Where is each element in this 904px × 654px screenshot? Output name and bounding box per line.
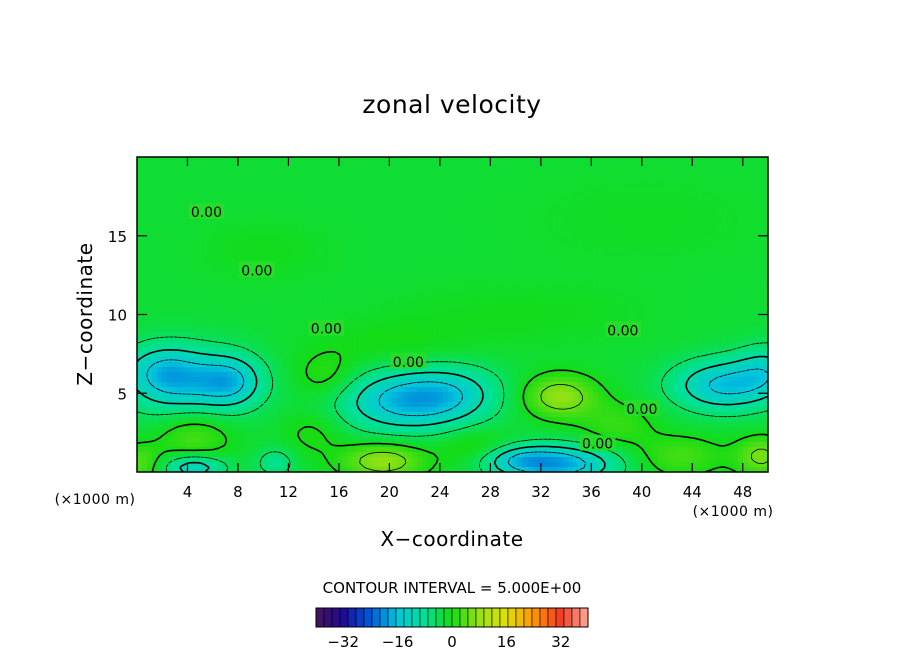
colorbar-segment xyxy=(579,607,589,628)
contour-label-text: 0.00 xyxy=(582,437,613,453)
chart-title: zonal velocity xyxy=(362,90,541,119)
colorbar-segment xyxy=(355,607,365,628)
x-tick-label: 24 xyxy=(430,483,449,501)
contour-label: 0.00 xyxy=(188,203,225,221)
contour-label: 0.00 xyxy=(390,352,427,371)
colorbar-segment xyxy=(371,607,381,628)
colorbar-tick-label: 16 xyxy=(497,633,516,651)
colorbar-segment xyxy=(451,607,461,628)
contour-label-text: 0.00 xyxy=(241,263,272,279)
colorbar-segment xyxy=(531,607,541,628)
colorbar-segment xyxy=(491,607,501,628)
colorbar-segment xyxy=(347,607,357,628)
colorbar-segment xyxy=(427,607,437,628)
colorbar-ticks: −32 −16 0 16 32 xyxy=(327,633,570,651)
y-tick-label: 15 xyxy=(108,228,127,246)
colorbar-segment xyxy=(571,607,581,628)
x-tick-label: 32 xyxy=(531,483,550,501)
colorbar-segment xyxy=(331,607,341,628)
contour-level xyxy=(146,359,768,472)
y-axis-ticks: 5 10 15 xyxy=(108,228,768,403)
x-tick-label: 4 xyxy=(183,483,193,501)
y-axis-label: Z−coordinate xyxy=(73,242,97,385)
x-tick-label: 12 xyxy=(279,483,298,501)
colorbar-segment xyxy=(323,607,333,628)
contour-labels: 0.00 0.00 0.00 0.00 0.00 0.00 0.00 xyxy=(188,203,660,453)
contour-label: 0.00 xyxy=(604,321,641,339)
colorbar-tick-label: −16 xyxy=(382,633,414,651)
x-tick-label: 20 xyxy=(380,483,399,501)
contour-label-text: 0.00 xyxy=(607,323,638,339)
colorbar-segment xyxy=(475,607,485,628)
colorbar-segment xyxy=(411,607,421,628)
colorbar-tick-label: 0 xyxy=(447,633,457,651)
y-tick-label: 10 xyxy=(108,307,127,325)
x-axis-label: X−coordinate xyxy=(380,527,523,551)
contour-level xyxy=(137,350,768,472)
contour-label: 0.00 xyxy=(308,319,345,338)
contour-label: 0.00 xyxy=(238,261,275,279)
contour-label: 0.00 xyxy=(579,434,616,453)
colorbar-segment xyxy=(395,607,405,628)
contour-interval-text: CONTOUR INTERVAL = 5.000E+00 xyxy=(323,579,582,597)
x-tick-label: 48 xyxy=(733,483,752,501)
colorbar-segment xyxy=(539,607,549,628)
colorbar xyxy=(315,607,589,628)
contour-label: 0.00 xyxy=(623,400,660,418)
colorbar-tick-label: −32 xyxy=(327,633,359,651)
x-axis-ticks: 4 8 12 16 20 24 28 32 36 40 44 48 xyxy=(183,157,752,501)
colorbar-segment xyxy=(515,607,525,628)
colorbar-segment xyxy=(419,607,429,628)
colorbar-segment xyxy=(339,607,349,628)
colorbar-segment xyxy=(507,607,517,628)
contour-label-text: 0.00 xyxy=(311,322,342,338)
x-axis-unit: (×1000 m) xyxy=(693,504,774,520)
colorbar-segment xyxy=(483,607,493,628)
colorbar-segment xyxy=(499,607,509,628)
x-tick-label: 36 xyxy=(582,483,601,501)
colorbar-segment xyxy=(523,607,533,628)
contour-label-text: 0.00 xyxy=(191,205,222,221)
x-tick-label: 8 xyxy=(233,483,243,501)
y-tick-label: 5 xyxy=(117,385,127,403)
x-tick-label: 40 xyxy=(632,483,651,501)
velocity-field xyxy=(137,157,768,472)
colorbar-segment xyxy=(387,607,397,628)
x-tick-label: 28 xyxy=(481,483,500,501)
x-tick-label: 16 xyxy=(329,483,348,501)
colorbar-segment xyxy=(403,607,413,628)
colorbar-segment xyxy=(435,607,445,628)
contour-level xyxy=(137,349,768,472)
contour-level xyxy=(359,384,768,472)
colorbar-segment xyxy=(563,607,573,628)
colorbar-segment xyxy=(555,607,565,628)
y-axis-unit: (×1000 m) xyxy=(55,492,136,508)
colorbar-segment xyxy=(443,607,453,628)
colorbar-segment xyxy=(547,607,557,628)
colorbar-segment xyxy=(315,607,325,628)
colorbar-segment xyxy=(467,607,477,628)
colorbar-segment xyxy=(459,607,469,628)
colorbar-segment xyxy=(363,607,373,628)
colorbar-frame xyxy=(315,607,589,628)
colorbar-segment xyxy=(379,607,389,628)
contour-label-text: 0.00 xyxy=(393,355,424,371)
contour-lines xyxy=(137,336,768,472)
x-tick-label: 44 xyxy=(683,483,702,501)
contour-label-text: 0.00 xyxy=(626,402,657,418)
colorbar-tick-label: 32 xyxy=(551,633,570,651)
